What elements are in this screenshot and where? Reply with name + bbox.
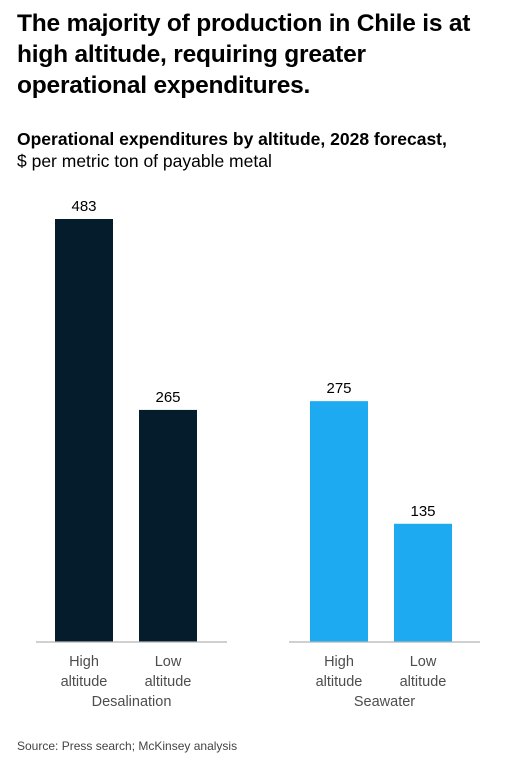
bar-seawater-high-altitude [310, 401, 368, 642]
group-label-seawater: Seawater [354, 694, 415, 710]
category-label-desalination-high-altitude-2: altitude [61, 674, 108, 690]
chart-unit: $ per metric ton of payable metal [17, 151, 272, 171]
value-label-seawater-high-altitude: 275 [326, 380, 351, 397]
bar-desalination-high-altitude [55, 219, 113, 642]
category-label-seawater-high-altitude-2: altitude [316, 674, 363, 690]
value-label-desalination-low-altitude: 265 [155, 389, 180, 406]
bar-chart: 483 High altitude 265 Low altitude Desalinatio… [36, 198, 480, 710]
bar-seawater-low-altitude [394, 523, 452, 642]
category-label-desalination-low-altitude-1: Low [155, 654, 182, 670]
chart-subtitle: Operational expenditures by altitude, 20… [17, 128, 507, 172]
category-label-seawater-low-altitude-2: altitude [400, 674, 447, 690]
category-label-desalination-low-altitude-2: altitude [145, 674, 192, 690]
headline: The majority of production in Chile is a… [17, 10, 471, 99]
category-label-desalination-high-altitude-1: High [69, 654, 99, 670]
bar-desalination-low-altitude [139, 409, 197, 642]
value-label-desalination-high-altitude: 483 [71, 198, 96, 215]
chart-title: Operational expenditures by altitude, 20… [17, 129, 447, 149]
category-label-seawater-low-altitude-1: Low [410, 654, 437, 670]
group-label-desalination: Desalination [92, 694, 172, 710]
value-label-seawater-low-altitude: 135 [410, 503, 435, 520]
source-note: Source: Press search; McKinsey analysis [17, 739, 238, 753]
category-label-seawater-high-altitude-1: High [324, 654, 354, 670]
